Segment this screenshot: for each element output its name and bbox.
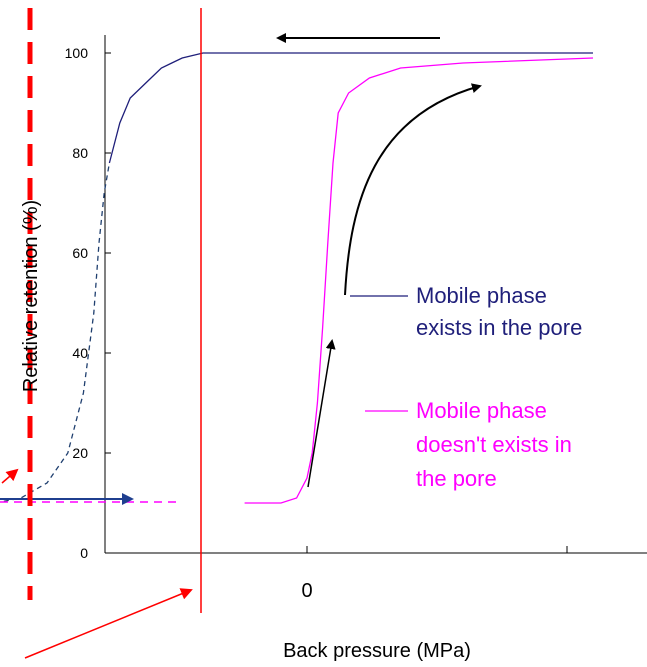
y-tick-label: 100 (65, 45, 89, 61)
x-axis-label: Back pressure (MPa) (283, 640, 471, 662)
arrow-up-lower (307, 339, 336, 488)
x-tick-label: 0 (301, 580, 312, 602)
series-line-mobile-phase-exists (108, 52, 593, 164)
legend-text-line: Mobile phase (416, 283, 547, 308)
y-tick-label: 80 (72, 145, 88, 161)
legend-text-line: the pore (416, 466, 497, 491)
legend-text-line: doesn't exists in (416, 432, 572, 457)
red-arrow-to-line (24, 588, 193, 659)
y-axis-label: Relative retention (%) (20, 200, 42, 392)
series-line-mobile-phase-not-exists (244, 57, 594, 504)
y-ticks: 0 20 40 60 80 100 (65, 45, 111, 561)
y-tick-label: 20 (72, 445, 88, 461)
red-arrow-left (1, 468, 19, 484)
y-tick-label: 40 (72, 345, 88, 361)
legend-text-line: Mobile phase (416, 398, 547, 423)
legend-label-not-exists: Mobile phase doesn't exists in the pore (416, 398, 578, 491)
legend-label-exists: Mobile phase exists in the pore (416, 283, 582, 340)
legend-text-line: exists in the pore (416, 315, 582, 340)
series-line-dashed-extrapolation (0, 162, 111, 503)
y-tick-label: 60 (72, 245, 88, 261)
y-tick-label: 0 (80, 545, 88, 561)
arrow-curved-up (344, 83, 482, 296)
